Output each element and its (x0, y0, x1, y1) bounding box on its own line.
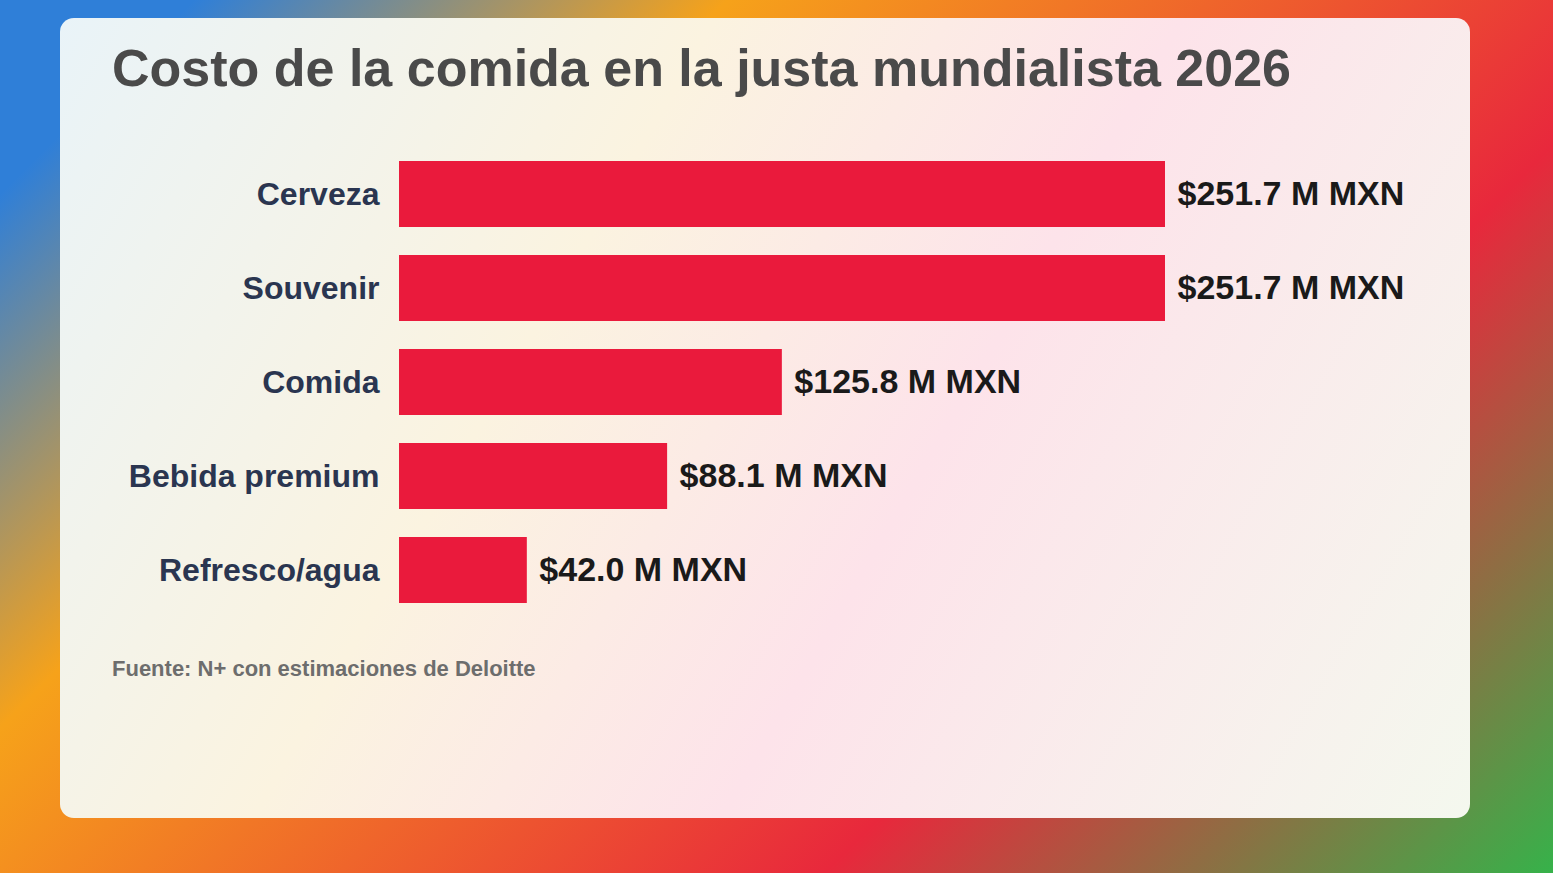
html-text:Costo de la comida en la justa: Costo de la comida en la justa mundialis… (112, 39, 1291, 97)
svg-text:Cerveza: Cerveza (257, 176, 380, 212)
html-text:Fuente: N+ con estimaciones de: Fuente: N+ con estimaciones de Deloitte (112, 656, 536, 681)
svg-text:$88.1 M MXN: $88.1 M MXN (680, 456, 888, 494)
svg-text:Souvenir: Souvenir (243, 270, 380, 306)
svg-text:Refresco/agua: Refresco/agua (159, 552, 380, 588)
svg-text:Comida: Comida (262, 364, 380, 400)
svg-text:$125.8 M MXN: $125.8 M MXN (794, 362, 1021, 400)
svg-text:$251.7 M MXN: $251.7 M MXN (1178, 268, 1405, 306)
svg-text:Bebida premium: Bebida premium (129, 458, 380, 494)
svg-text:$251.7 M MXN: $251.7 M MXN (1178, 174, 1405, 212)
svg-text:$42.0 M MXN: $42.0 M MXN (539, 550, 747, 588)
